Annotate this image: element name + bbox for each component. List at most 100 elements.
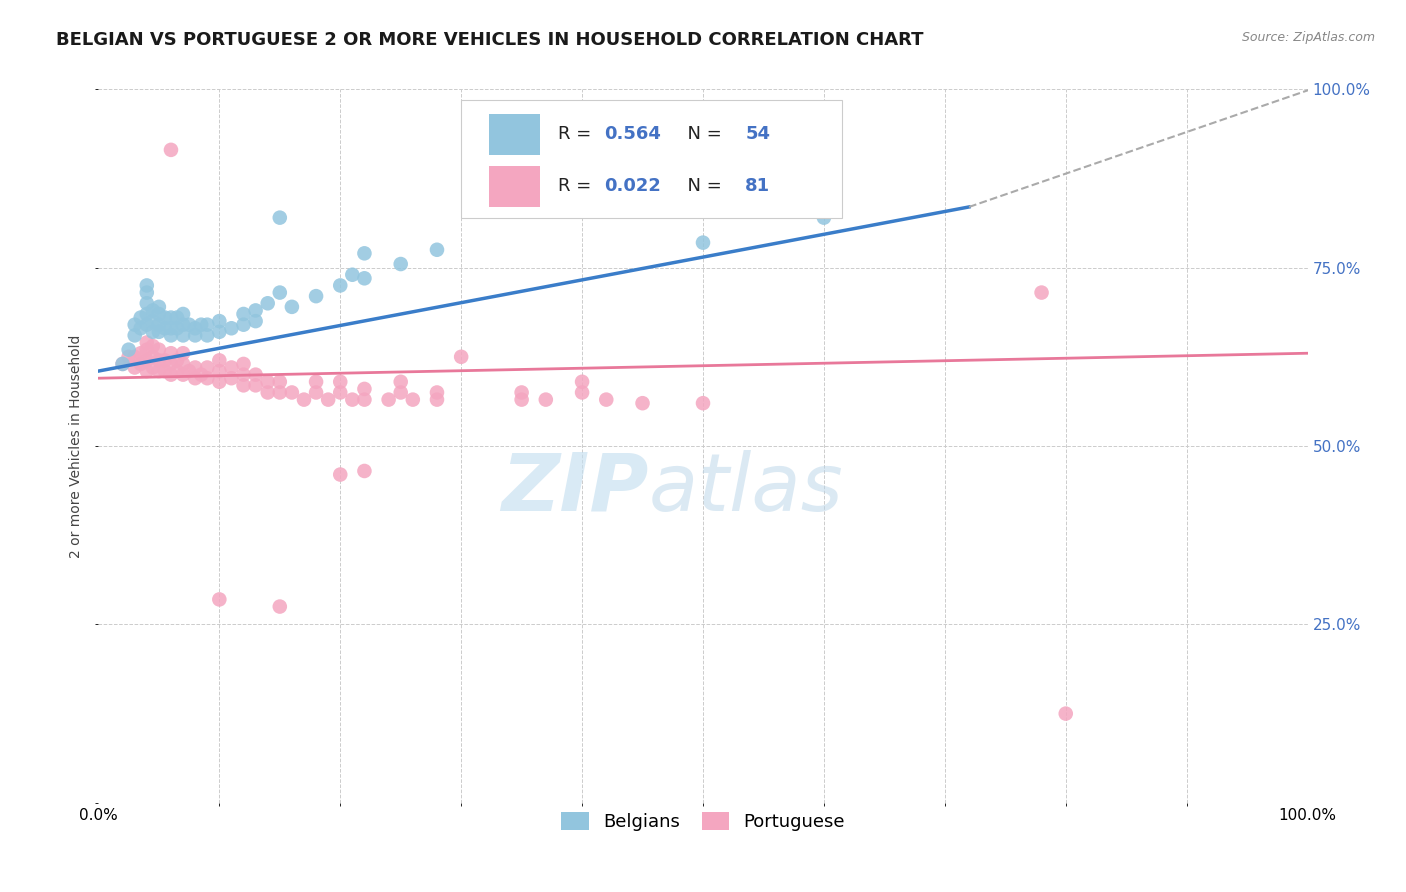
Point: [450, 350, 472, 364]
Point: [389, 257, 412, 271]
Point: [269, 285, 291, 300]
Text: 0.022: 0.022: [603, 178, 661, 195]
Point: [148, 318, 170, 332]
Point: [129, 321, 152, 335]
Point: [292, 392, 315, 407]
Point: [135, 296, 157, 310]
Point: [160, 143, 183, 157]
Point: [135, 364, 157, 378]
Point: [631, 186, 654, 200]
Point: [208, 325, 231, 339]
Point: [269, 375, 291, 389]
Point: [153, 321, 176, 335]
Text: atlas: atlas: [648, 450, 844, 528]
Point: [329, 278, 352, 293]
Point: [221, 371, 243, 385]
Point: [166, 353, 188, 368]
Point: [571, 385, 593, 400]
Point: [329, 385, 352, 400]
Point: [148, 343, 170, 357]
Text: 81: 81: [745, 178, 770, 195]
Point: [124, 350, 146, 364]
Point: [353, 271, 375, 285]
Point: [153, 310, 176, 325]
Point: [142, 360, 165, 375]
Point: [129, 310, 152, 325]
Text: R =: R =: [558, 178, 598, 195]
Point: [256, 296, 278, 310]
Point: [135, 318, 157, 332]
Point: [353, 246, 375, 260]
Point: [221, 360, 243, 375]
Point: [172, 357, 194, 371]
Point: [118, 343, 141, 357]
Point: [269, 211, 291, 225]
Point: [353, 392, 375, 407]
Point: [172, 328, 194, 343]
Point: [166, 364, 188, 378]
Point: [160, 346, 183, 360]
Point: [135, 285, 157, 300]
Point: [124, 360, 146, 375]
Text: R =: R =: [558, 126, 598, 144]
Point: [595, 392, 617, 407]
Point: [208, 364, 231, 378]
Point: [305, 289, 328, 303]
FancyBboxPatch shape: [461, 100, 842, 218]
Point: [232, 368, 254, 382]
Point: [195, 328, 218, 343]
Point: [142, 350, 165, 364]
Point: [305, 375, 328, 389]
Point: [111, 357, 134, 371]
Point: [281, 300, 304, 314]
Point: [1054, 706, 1077, 721]
Point: [208, 353, 231, 368]
Y-axis label: 2 or more Vehicles in Household: 2 or more Vehicles in Household: [69, 334, 83, 558]
Point: [135, 343, 157, 357]
Point: [256, 375, 278, 389]
Point: [195, 318, 218, 332]
Point: [190, 368, 212, 382]
Point: [353, 464, 375, 478]
Point: [510, 385, 533, 400]
Point: [245, 314, 267, 328]
Point: [172, 368, 194, 382]
Point: [316, 392, 339, 407]
Point: [389, 385, 412, 400]
Point: [148, 307, 170, 321]
Point: [160, 321, 183, 335]
Point: [208, 314, 231, 328]
Point: [118, 350, 141, 364]
Point: [256, 385, 278, 400]
Point: [166, 321, 188, 335]
Point: [172, 346, 194, 360]
Point: [184, 328, 207, 343]
Point: [172, 307, 194, 321]
Point: [245, 303, 267, 318]
Point: [269, 385, 291, 400]
Point: [534, 392, 557, 407]
Point: [160, 357, 183, 371]
Point: [153, 353, 176, 368]
Point: [245, 378, 267, 392]
Point: [195, 360, 218, 375]
Point: [342, 392, 364, 407]
Point: [148, 300, 170, 314]
Bar: [489, 114, 540, 155]
Point: [160, 368, 183, 382]
Point: [142, 325, 165, 339]
Point: [129, 346, 152, 360]
Point: [135, 307, 157, 321]
Bar: [489, 166, 540, 207]
Point: [184, 360, 207, 375]
Text: 54: 54: [745, 126, 770, 144]
Point: [135, 353, 157, 368]
Point: [329, 375, 352, 389]
Point: [426, 392, 449, 407]
Point: [232, 307, 254, 321]
Point: [342, 268, 364, 282]
Point: [692, 396, 714, 410]
Text: Source: ZipAtlas.com: Source: ZipAtlas.com: [1241, 31, 1375, 45]
Point: [124, 318, 146, 332]
Point: [208, 375, 231, 389]
